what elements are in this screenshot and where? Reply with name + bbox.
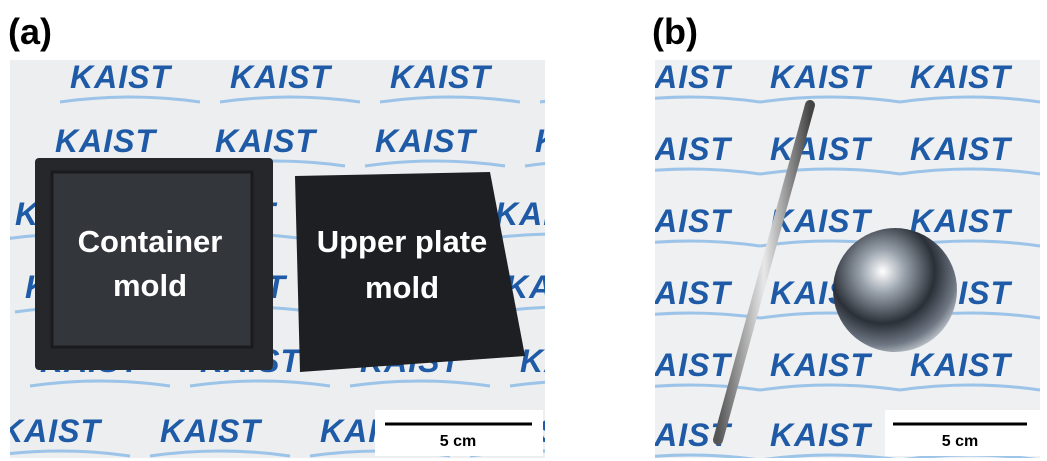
annotation: mold [365,270,439,305]
logo-text: KAIST [375,123,477,159]
logo-text: KAIST [535,123,637,159]
logo-text: KAIST [495,196,597,232]
logo-text: KAIST [630,131,732,167]
logo-text: KAIST [630,275,732,311]
logo-text: KAIST [160,413,262,449]
logo-text: KAIST [70,59,172,95]
logo-text: KAIST [550,59,652,95]
panel-label: (a) [8,11,52,52]
annotation: Container [78,224,223,259]
logo-text: KAIST [390,59,492,95]
photo-b: KAIST KAIST KAIST KAIST KAIST KAIST KAIST KAIST… [620,59,1040,460]
logo-text: KAIST [910,347,1012,383]
logo-text: KAIST [505,269,607,305]
photo-a: KAIST KAIST KAIST KAIST KAIST KAIST KAIST KAIST… [0,59,680,458]
logo-text: KAIST [520,343,622,379]
logo-text: KAIST [630,59,732,95]
container-cavity [52,172,252,347]
logo-text: KAIST [0,413,102,449]
logo-text: KAIST [910,203,1012,239]
logo-text: KAIST [230,59,332,95]
scale-bar-label: 5 cm [942,433,978,450]
annotation: Upper plate [317,224,488,259]
figure: (a) (b) KAISTKAISTKAISTKAISTKAISTKAISTKA… [0,0,1047,461]
logo-text: KAIST [215,123,317,159]
panel-label: (b) [652,11,698,52]
logo-text: KAIST [770,59,872,95]
logo-text: KAIST [910,59,1012,95]
logo-text: KAIST [55,123,157,159]
logo-text: KAIST [770,347,872,383]
annotation: mold [113,268,187,303]
page: {"panels": [ {"label": "(a)", "annotatio… [0,0,1047,461]
logo-text: KAIST [770,131,872,167]
logo-text: KAIST [630,203,732,239]
scale-bar-label: 5 cm [440,433,476,450]
logo-text: KAIST [630,347,732,383]
logo-text: KAIST [770,417,872,453]
logo-text: KAIST [910,131,1012,167]
steel-ball [833,228,957,352]
logo-swoosh [525,161,665,166]
